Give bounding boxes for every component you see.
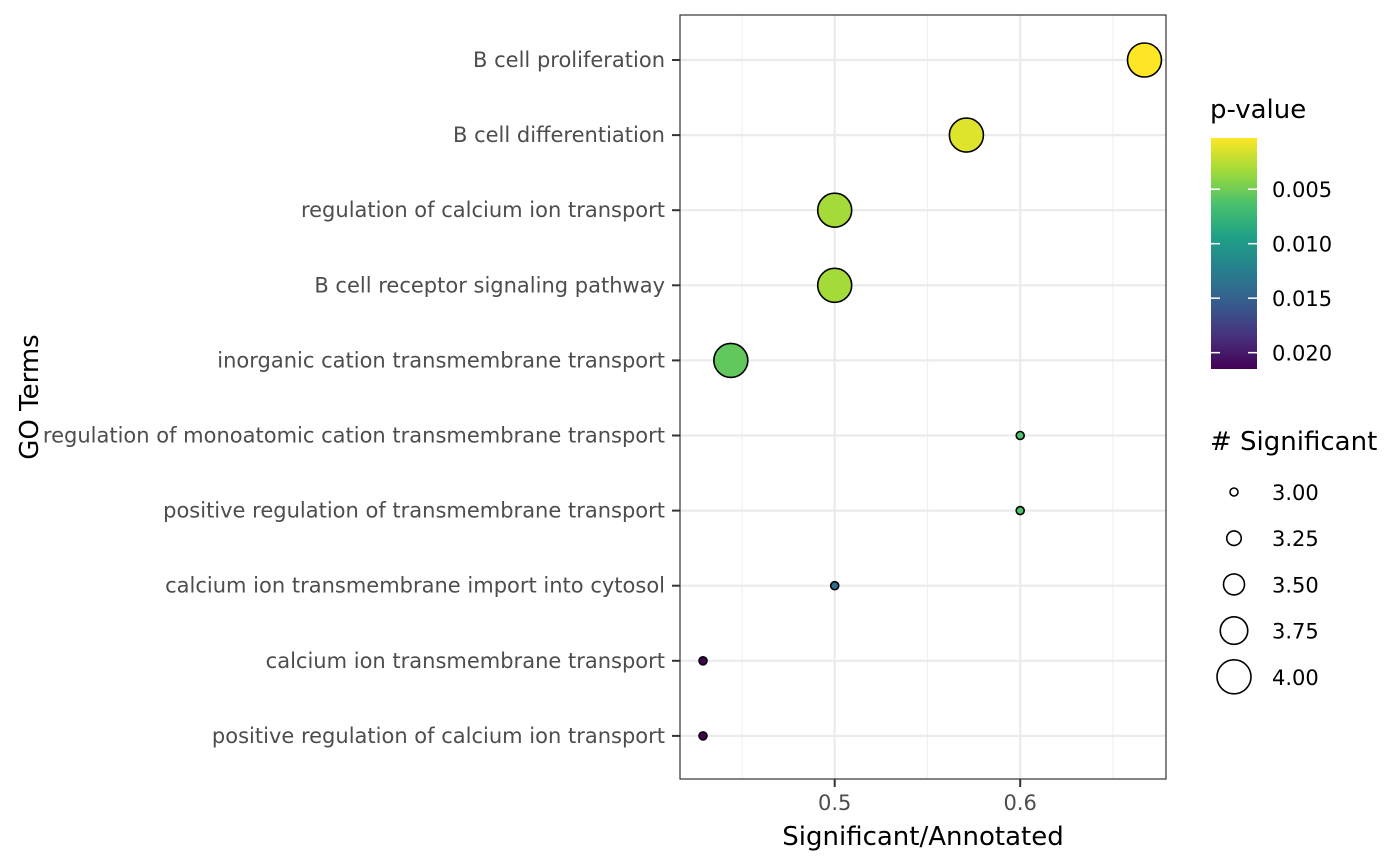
y-tick-label: positive regulation of calcium ion trans…: [212, 724, 665, 748]
panel-background: [680, 15, 1166, 779]
color-legend-label: 0.010: [1272, 233, 1332, 257]
data-point: [698, 655, 708, 666]
size-legend-key: [1229, 487, 1239, 497]
y-axis-title: GO Terms: [15, 334, 45, 459]
data-point: [1126, 42, 1163, 78]
y-tick-label: regulation of monoatomic cation transmem…: [43, 424, 665, 448]
color-legend-label: 0.015: [1272, 287, 1332, 311]
data-point: [816, 267, 853, 304]
size-legend-key: [1222, 573, 1246, 596]
data-point: [1015, 430, 1026, 441]
color-bar: [1211, 138, 1257, 369]
color-legend-label: 0.020: [1272, 342, 1332, 366]
size-legend-label: 3.50: [1272, 573, 1319, 597]
size-legend-title: # Significant: [1210, 427, 1377, 457]
color-legend-title: p-value: [1210, 95, 1306, 125]
data-point: [829, 580, 840, 591]
x-tick-label: 0.6: [1003, 791, 1036, 815]
color-legend: p-value 0.005 0.010 0.015 0.020: [1210, 95, 1332, 369]
size-legend-key: [1216, 658, 1252, 695]
axis-layer: B cell proliferation B cell differentiati…: [43, 48, 1037, 815]
data-point: [1015, 505, 1026, 516]
data-point: [948, 117, 985, 153]
point-layer: [698, 42, 1163, 741]
size-legend-label: 3.00: [1272, 481, 1319, 505]
size-legend-label: 3.25: [1272, 527, 1319, 551]
data-point: [713, 342, 749, 379]
y-tick-label: inorganic cation transmembrane transport: [217, 348, 665, 372]
size-legend-label: 4.00: [1272, 666, 1319, 690]
y-tick-label: B cell receptor signaling pathway: [314, 273, 665, 297]
y-tick-label: positive regulation of transmembrane tra…: [163, 499, 665, 523]
x-axis-title: Significant/Annotated: [782, 822, 1063, 852]
y-tick-label: regulation of calcium ion transport: [301, 198, 665, 222]
x-tick-label: 0.5: [818, 791, 851, 815]
y-tick-label: B cell proliferation: [473, 48, 665, 72]
size-legend-key: [1225, 530, 1243, 547]
panel-border: [679, 14, 1167, 780]
size-legend: # Significant 3.00 3.25 3.50 3.75 4.00: [1210, 427, 1377, 695]
data-point: [816, 192, 853, 228]
grid-layer: [680, 15, 1166, 779]
y-tick-label: B cell differentiation: [453, 123, 665, 147]
size-legend-label: 3.75: [1272, 620, 1319, 644]
data-point: [698, 731, 708, 741]
y-tick-label: calcium ion transmembrane import into cy…: [165, 574, 665, 598]
y-tick-label: calcium ion transmembrane transport: [266, 649, 665, 673]
size-legend-key: [1219, 616, 1249, 646]
color-legend-label: 0.005: [1272, 178, 1332, 202]
